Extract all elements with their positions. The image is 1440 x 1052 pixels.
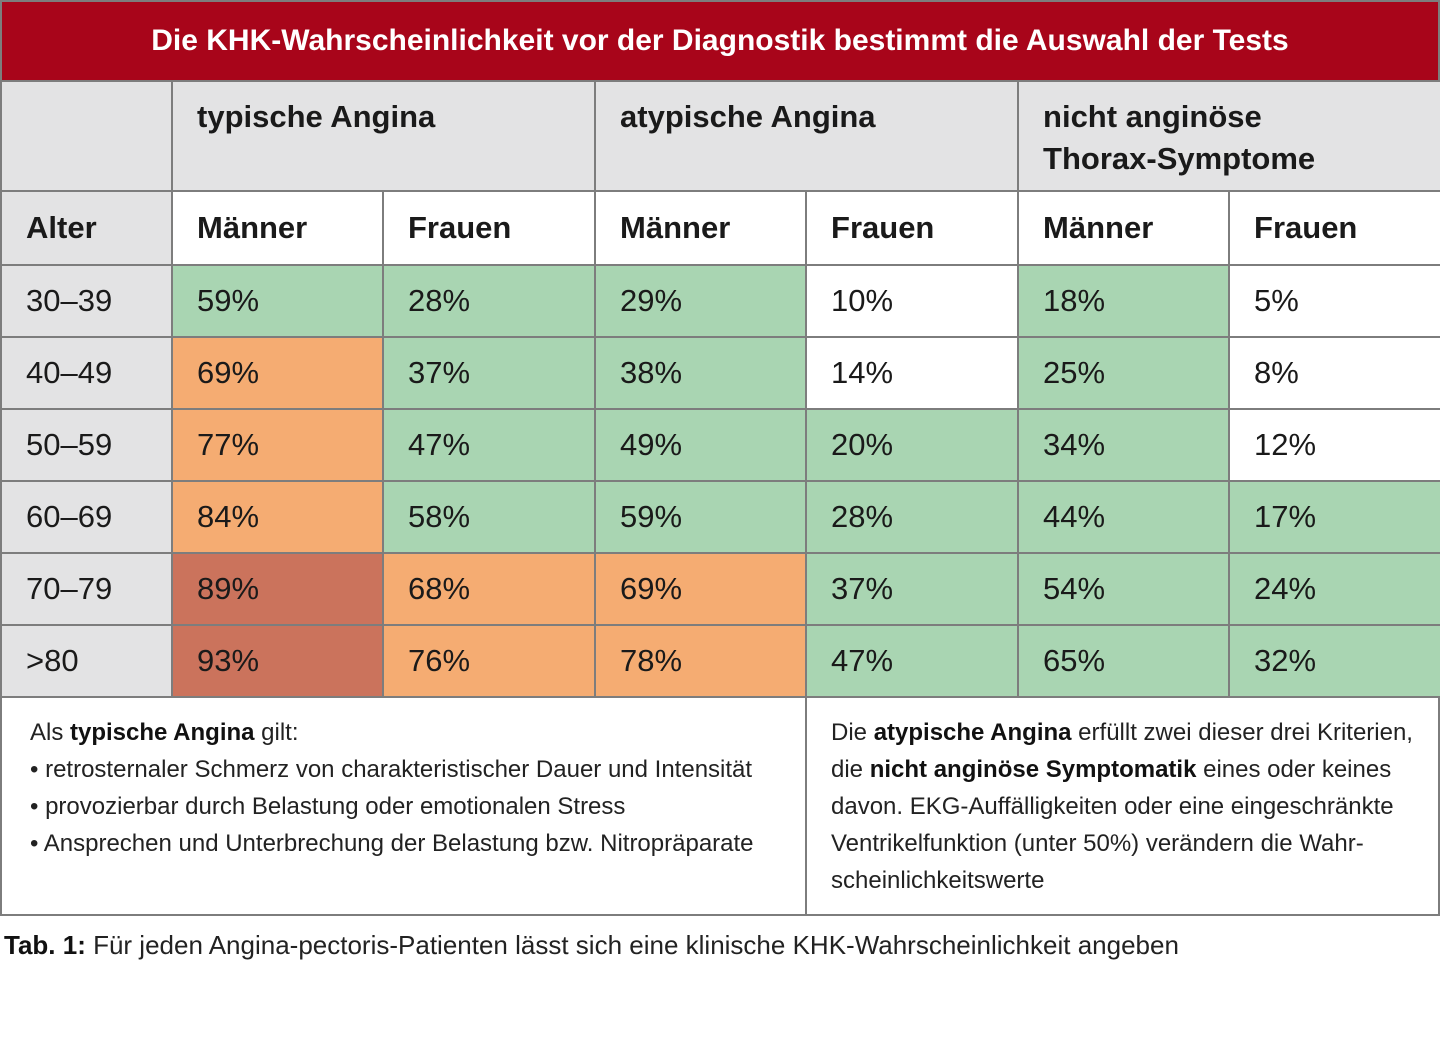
criteria-item: • provozierbar durch Belastung oder emot… [30,793,626,820]
group-header-row: typische Angina atypische Angina nicht a… [0,80,1440,192]
note-text: erfüllt zwei dieser drei Kriterien, die [831,719,1413,783]
value-cell: 29% [594,264,808,338]
intro-text: gilt: [254,719,299,746]
group-nicht-anginoese: nicht anginöse Thorax-Symptome [1017,80,1440,192]
atypische-angina-note: Die atypische Angina erfüllt zwei dieser… [807,696,1438,914]
intro-bold: typische Angina [70,719,255,746]
value-cell: 89% [171,552,384,626]
note-text: eines oder keines davon. EKG-Auffälligke… [831,756,1394,894]
age-cell: 30–39 [0,264,173,338]
header-frauen: Frauen [805,190,1020,266]
table-row: 60–69 84% 58% 59% 28% 44% 17% [0,480,1440,554]
age-cell: 60–69 [0,480,173,554]
value-cell: 54% [1017,552,1231,626]
value-cell: 58% [381,480,597,554]
value-cell: 59% [171,264,384,338]
table-row: 70–79 89% 68% 69% 37% 54% 24% [0,552,1440,626]
age-cell: 40–49 [0,336,173,410]
value-cell: 77% [171,408,384,482]
value-cell: 32% [1228,624,1440,698]
sub-header-row: Alter Männer Frauen Männer Frauen Männer… [0,190,1440,266]
value-cell: 14% [805,336,1020,410]
caption-label: Tab. 1: [4,930,86,960]
criteria-text: retrosternaler Schmerz von charakteristi… [45,756,753,783]
table-title: Die KHK-Wahrscheinlichkeit vor der Diagn… [0,0,1440,80]
value-cell: 28% [805,480,1020,554]
note-bold: atypische Angina [873,719,1072,746]
header-frauen: Frauen [381,190,597,266]
value-cell: 69% [171,336,384,410]
age-cell: >80 [0,624,173,698]
value-cell: 10% [805,264,1020,338]
value-cell: 25% [1017,336,1231,410]
value-cell: 37% [805,552,1020,626]
value-cell: 84% [171,480,384,554]
value-cell: 68% [381,552,597,626]
header-maenner: Männer [594,190,808,266]
value-cell: 44% [1017,480,1231,554]
table-row: 50–59 77% 47% 49% 20% 34% 12% [0,408,1440,482]
header-maenner: Männer [171,190,384,266]
criteria-text: Ansprechen und Unterbrechung der Belastu… [43,830,754,857]
value-cell: 8% [1228,336,1440,410]
typische-angina-criteria: Als typische Angina gilt: • retrosternal… [2,696,807,914]
value-cell: 24% [1228,552,1440,626]
value-cell: 47% [805,624,1020,698]
caption-text: Für jeden Angina-pectoris-Patienten läss… [85,930,1179,960]
criteria-text: provozierbar durch Belastung oder emotio… [45,793,626,820]
note-bold: nicht anginöse Symptomatik [869,756,1197,783]
age-cell: 70–79 [0,552,173,626]
table-caption: Tab. 1: Für jeden Angina-pectoris-Patien… [4,930,1179,961]
value-cell: 65% [1017,624,1231,698]
value-cell: 93% [171,624,384,698]
value-cell: 78% [594,624,808,698]
probability-table: typische Angina atypische Angina nicht a… [0,80,1440,698]
intro-text: Als [30,719,71,746]
value-cell: 12% [1228,408,1440,482]
table-row: 30–39 59% 28% 29% 10% 18% 5% [0,264,1440,338]
header-alter: Alter [0,190,173,266]
group-header-empty [0,80,173,192]
table-row: >80 93% 76% 78% 47% 65% 32% [0,624,1440,698]
group-atypische-angina: atypische Angina [594,80,1020,192]
header-frauen: Frauen [1228,190,1440,266]
value-cell: 37% [381,336,597,410]
criteria-intro: Als typische Angina gilt: [30,714,805,751]
value-cell: 38% [594,336,808,410]
group-typische-angina: typische Angina [170,80,597,192]
value-cell: 59% [594,480,808,554]
value-cell: 5% [1228,264,1440,338]
age-cell: 50–59 [0,408,173,482]
header-maenner: Männer [1017,190,1231,266]
table-row: 40–49 69% 37% 38% 14% 25% 8% [0,336,1440,410]
notes-section: Als typische Angina gilt: • retrosternal… [0,696,1440,916]
value-cell: 20% [805,408,1020,482]
note-text: Die [831,719,874,746]
value-cell: 69% [594,552,808,626]
criteria-item: • retrosternaler Schmerz von charakteris… [30,756,753,783]
value-cell: 34% [1017,408,1231,482]
value-cell: 76% [381,624,597,698]
value-cell: 17% [1228,480,1440,554]
criteria-item: • Ansprechen und Unterbrechung der Belas… [30,830,754,857]
value-cell: 18% [1017,264,1231,338]
value-cell: 49% [594,408,808,482]
value-cell: 47% [381,408,597,482]
value-cell: 28% [381,264,597,338]
table-frame: Die KHK-Wahrscheinlichkeit vor der Diagn… [0,0,1440,916]
